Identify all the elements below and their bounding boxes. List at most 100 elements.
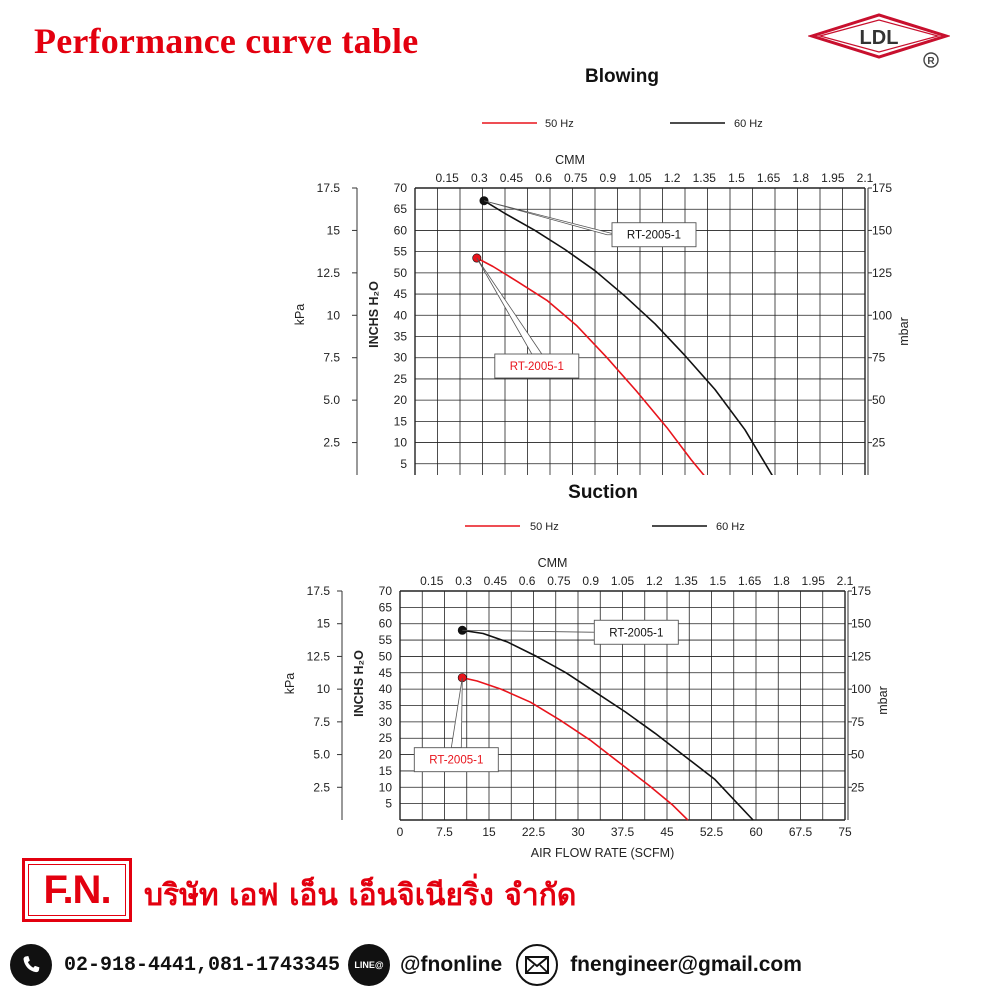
y-tick-label: 45 — [379, 666, 393, 680]
company-name: บริษัท เอฟ เอ็น เอ็นจิเนียริ่ง จำกัด — [144, 878, 577, 913]
kpa-tick-label: 10 — [317, 682, 331, 696]
mbar-tick-label: 125 — [851, 649, 871, 663]
chart-title: Blowing — [585, 66, 659, 87]
kpa-tick-label: 10 — [327, 308, 341, 322]
mbar-tick-label: 100 — [851, 682, 871, 696]
cmm-tick-label: 1.65 — [738, 574, 762, 588]
phone-icon — [10, 944, 52, 986]
y-tick-label: 15 — [379, 764, 393, 778]
y-axis-label: INCHS H₂O — [352, 650, 366, 717]
y-tick-label: 65 — [394, 202, 408, 216]
y-tick-label: 55 — [379, 633, 393, 647]
mbar-tick-label: 25 — [851, 780, 865, 794]
cmm-tick-label: 1.5 — [710, 574, 727, 588]
mbar-axis-label: mbar — [876, 686, 890, 714]
kpa-tick-label: 7.5 — [323, 351, 340, 365]
kpa-tick-label: 12.5 — [307, 649, 331, 663]
mbar-tick-label: 150 — [851, 617, 871, 631]
callout-box-0 — [413, 747, 499, 773]
kpa-tick-label: 15 — [317, 617, 331, 631]
cmm-tick-label: 1.5 — [728, 171, 745, 185]
cmm-tick-label: 0.75 — [564, 171, 588, 185]
footer-company: F.N. บริษัท เอฟ เอ็น เอ็นจิเนียริ่ง จำกั… — [22, 858, 742, 922]
x-tick-label: 60 — [749, 825, 763, 839]
y-tick-label: 30 — [379, 715, 393, 729]
series-line-0 — [462, 676, 689, 821]
callout-label-0: RT-2005-1 — [510, 361, 564, 373]
kpa-tick-label: 17.5 — [307, 584, 331, 598]
kpa-tick-label: 15 — [327, 223, 341, 237]
y-tick-label: 55 — [394, 245, 408, 259]
callout-pointer-0 — [476, 257, 543, 355]
cmm-tick-label: 0.45 — [500, 171, 524, 185]
y-tick-label: 45 — [394, 287, 408, 301]
kpa-tick-label: 12.5 — [317, 266, 341, 280]
mbar-axis-label: mbar — [897, 317, 911, 345]
kpa-axis-label: kPa — [293, 304, 307, 326]
x-tick-label: 67.5 — [789, 825, 813, 839]
cmm-axis-label: CMM — [555, 153, 585, 167]
callout-label-0: RT-2005-1 — [429, 755, 483, 767]
cmm-tick-label: 1.8 — [792, 171, 809, 185]
cmm-tick-label: 1.05 — [611, 574, 635, 588]
contact-bar: 02-918-4441,081-1743345 LINE@ @fnonline … — [10, 940, 990, 990]
cmm-tick-label: 0.15 — [420, 574, 444, 588]
y-tick-label: 35 — [394, 330, 408, 344]
mail-icon — [516, 944, 559, 986]
cmm-tick-label: 2.1 — [837, 574, 854, 588]
kpa-tick-label: 5.0 — [323, 393, 340, 407]
cmm-tick-label: 1.2 — [646, 574, 663, 588]
callout-box-1 — [611, 222, 697, 248]
y-tick-label: 5 — [385, 797, 392, 811]
y-tick-label: 25 — [379, 731, 393, 745]
cmm-tick-label: 0.15 — [435, 171, 459, 185]
legend-label-1: 60 Hz — [734, 118, 763, 130]
ldl-logo-text: LDL — [860, 27, 899, 49]
y-tick-label: 40 — [379, 682, 393, 696]
kpa-tick-label: 2.5 — [323, 436, 340, 450]
legend-label-0: 50 Hz — [545, 118, 574, 130]
y-tick-label: 5 — [400, 457, 407, 471]
phone-number[interactable]: 02-918-4441,081-1743345 — [64, 953, 341, 977]
x-tick-label: 15 — [482, 825, 496, 839]
legend-label-1: 60 Hz — [716, 521, 745, 533]
cmm-tick-label: 0.6 — [535, 171, 552, 185]
mbar-tick-label: 75 — [872, 351, 886, 365]
callout-pointer-1 — [483, 200, 618, 236]
cmm-tick-label: 1.35 — [674, 574, 698, 588]
cmm-tick-label: 1.65 — [757, 171, 781, 185]
y-tick-label: 30 — [394, 351, 408, 365]
x-axis-label: AIR FLOW RATE (SCFM) — [531, 846, 675, 860]
y-tick-label: 10 — [394, 436, 408, 450]
line-id[interactable]: @fnonline — [400, 953, 503, 976]
cmm-tick-label: 0.9 — [582, 574, 599, 588]
callout-pointer-0 — [450, 677, 463, 749]
mbar-tick-label: 25 — [872, 436, 886, 450]
cmm-tick-label: 1.2 — [664, 171, 681, 185]
cmm-tick-label: 0.9 — [600, 171, 617, 185]
callout-label-1: RT-2005-1 — [627, 230, 681, 242]
y-tick-label: 60 — [379, 617, 393, 631]
chart-title: Suction — [568, 482, 638, 503]
cmm-tick-label: 1.8 — [773, 574, 790, 588]
cmm-tick-label: 0.3 — [455, 574, 472, 588]
x-tick-label: 7.5 — [436, 825, 453, 839]
y-tick-label: 10 — [379, 780, 393, 794]
cmm-tick-label: 0.6 — [519, 574, 536, 588]
mbar-tick-label: 50 — [851, 748, 865, 762]
cmm-tick-label: 1.95 — [821, 171, 845, 185]
cmm-axis-label: CMM — [538, 556, 568, 570]
cmm-tick-label: 1.95 — [802, 574, 826, 588]
x-tick-label: 75 — [838, 825, 852, 839]
callout-pointer-1 — [462, 629, 600, 633]
y-tick-label: 70 — [394, 181, 408, 195]
kpa-tick-label: 17.5 — [317, 181, 341, 195]
email-address[interactable]: fnengineer@gmail.com — [570, 953, 802, 976]
line-badge-text: LINE@ — [354, 960, 384, 970]
x-tick-label: 52.5 — [700, 825, 724, 839]
y-tick-label: 60 — [394, 223, 408, 237]
mbar-tick-label: 75 — [851, 715, 865, 729]
page-title: Performance curve table — [34, 21, 419, 61]
